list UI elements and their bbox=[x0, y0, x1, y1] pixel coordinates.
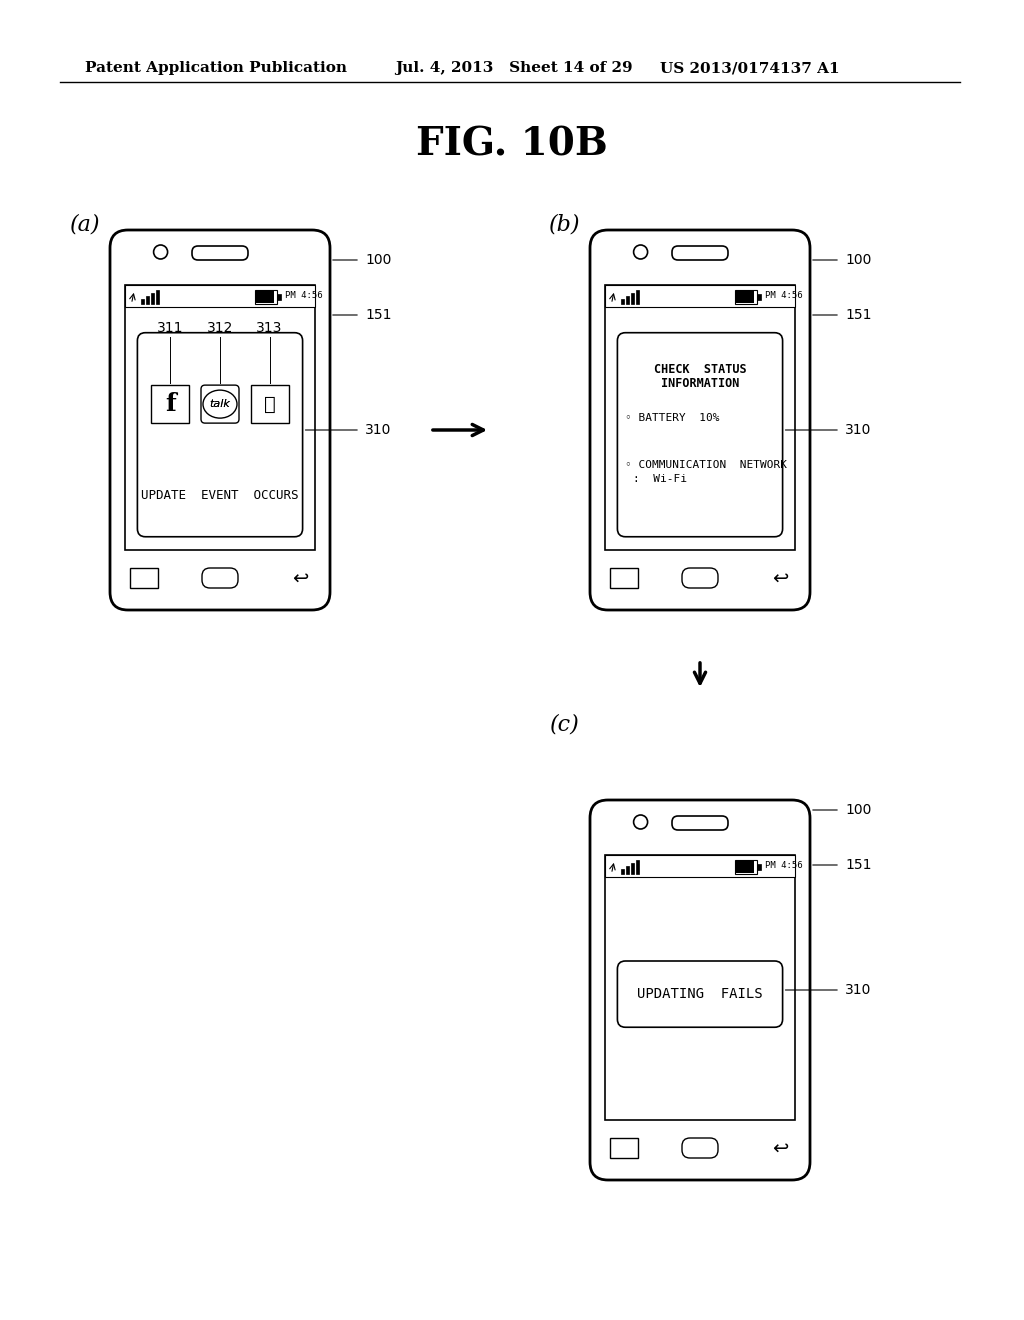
Text: 310: 310 bbox=[365, 422, 391, 437]
FancyBboxPatch shape bbox=[202, 568, 238, 587]
Text: 311: 311 bbox=[158, 321, 183, 335]
FancyBboxPatch shape bbox=[590, 230, 810, 610]
Bar bbox=[757, 294, 761, 300]
Text: ↩: ↩ bbox=[772, 569, 788, 587]
Text: 313: 313 bbox=[256, 321, 283, 335]
Bar bbox=[636, 861, 639, 874]
Text: ◦ COMMUNICATION  NETWORK: ◦ COMMUNICATION NETWORK bbox=[626, 461, 787, 470]
Text: f: f bbox=[165, 392, 176, 416]
Text: PM 4:56: PM 4:56 bbox=[765, 862, 802, 870]
Bar bbox=[157, 290, 160, 304]
Text: ↩: ↩ bbox=[292, 569, 308, 587]
Text: talk: talk bbox=[210, 399, 230, 409]
Text: 310: 310 bbox=[845, 983, 871, 997]
Bar bbox=[610, 568, 638, 587]
Text: :  Wi-Fi: : Wi-Fi bbox=[634, 474, 687, 484]
Bar bbox=[610, 1138, 638, 1158]
Bar bbox=[632, 863, 635, 874]
Text: FIG. 10B: FIG. 10B bbox=[416, 125, 608, 164]
FancyBboxPatch shape bbox=[672, 246, 728, 260]
FancyBboxPatch shape bbox=[137, 333, 303, 537]
Bar bbox=[141, 300, 144, 304]
Text: ↩: ↩ bbox=[772, 1138, 788, 1158]
Text: 151: 151 bbox=[845, 308, 871, 322]
Text: 312: 312 bbox=[207, 321, 233, 335]
FancyBboxPatch shape bbox=[672, 816, 728, 830]
Text: Jul. 4, 2013   Sheet 14 of 29: Jul. 4, 2013 Sheet 14 of 29 bbox=[395, 61, 633, 75]
Bar bbox=[627, 866, 630, 874]
Bar bbox=[734, 290, 757, 304]
Text: INFORMATION: INFORMATION bbox=[660, 378, 739, 389]
Text: UPDATE  EVENT  OCCURS: UPDATE EVENT OCCURS bbox=[141, 490, 299, 503]
Bar bbox=[125, 285, 314, 308]
Bar bbox=[627, 296, 630, 304]
Bar bbox=[622, 869, 625, 874]
Bar bbox=[735, 861, 754, 873]
Bar bbox=[605, 855, 795, 876]
Text: 💬: 💬 bbox=[264, 395, 275, 413]
Bar bbox=[605, 285, 795, 550]
Bar bbox=[152, 293, 155, 304]
FancyBboxPatch shape bbox=[682, 1138, 718, 1158]
Text: 100: 100 bbox=[845, 803, 871, 817]
Text: 151: 151 bbox=[365, 308, 391, 322]
Text: 310: 310 bbox=[845, 422, 871, 437]
FancyBboxPatch shape bbox=[193, 246, 248, 260]
Text: ◦ BATTERY  10%: ◦ BATTERY 10% bbox=[626, 413, 720, 424]
FancyBboxPatch shape bbox=[110, 230, 330, 610]
Text: 100: 100 bbox=[845, 253, 871, 267]
Bar bbox=[251, 385, 289, 424]
Text: CHECK  STATUS: CHECK STATUS bbox=[653, 363, 746, 376]
Bar bbox=[605, 855, 795, 1119]
FancyBboxPatch shape bbox=[201, 385, 239, 424]
Bar bbox=[146, 296, 150, 304]
FancyBboxPatch shape bbox=[590, 800, 810, 1180]
Ellipse shape bbox=[203, 391, 237, 418]
Text: (b): (b) bbox=[549, 214, 580, 236]
Bar bbox=[152, 385, 189, 424]
Text: Patent Application Publication: Patent Application Publication bbox=[85, 61, 347, 75]
Bar bbox=[125, 285, 314, 550]
Text: UPDATING  FAILS: UPDATING FAILS bbox=[637, 987, 763, 1001]
Bar bbox=[622, 300, 625, 304]
Bar bbox=[256, 290, 273, 304]
FancyBboxPatch shape bbox=[617, 333, 782, 537]
Text: talk: talk bbox=[210, 399, 230, 409]
FancyBboxPatch shape bbox=[682, 568, 718, 587]
Bar bbox=[636, 290, 639, 304]
FancyBboxPatch shape bbox=[617, 961, 782, 1027]
Text: (c): (c) bbox=[550, 714, 580, 737]
Text: 100: 100 bbox=[365, 253, 391, 267]
Text: PM 4:56: PM 4:56 bbox=[285, 292, 323, 301]
Bar bbox=[276, 294, 281, 300]
Text: 151: 151 bbox=[845, 858, 871, 873]
Bar bbox=[735, 290, 754, 304]
Text: US 2013/0174137 A1: US 2013/0174137 A1 bbox=[660, 61, 840, 75]
Bar bbox=[757, 865, 761, 870]
Bar bbox=[734, 861, 757, 874]
Bar bbox=[632, 293, 635, 304]
Bar bbox=[130, 568, 158, 587]
Bar bbox=[255, 290, 276, 304]
Text: (a): (a) bbox=[70, 214, 100, 236]
Bar bbox=[605, 285, 795, 308]
Text: PM 4:56: PM 4:56 bbox=[765, 292, 802, 301]
